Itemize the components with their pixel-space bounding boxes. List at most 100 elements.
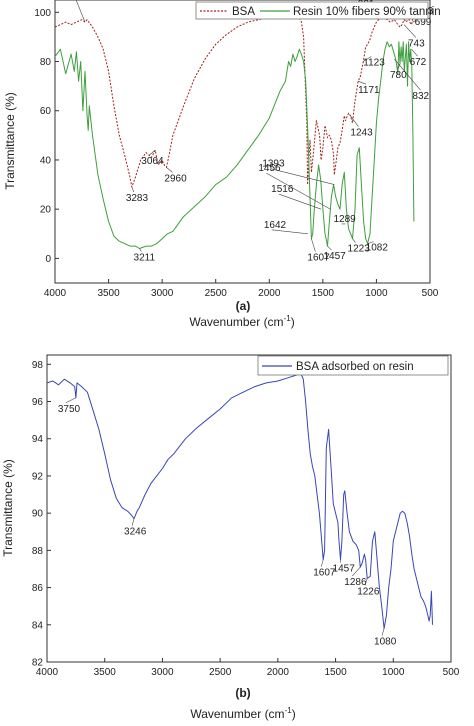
x-tick-label: 3500: [97, 288, 120, 299]
series-line-2: [54, 41, 415, 249]
x-tick-label: 3500: [94, 667, 117, 678]
annotation-leader: [131, 186, 135, 193]
annotation-leader: [320, 559, 324, 567]
annotation-leader: [266, 172, 331, 210]
panel-b-label: (b): [235, 686, 250, 700]
legend-resin-label: Resin 10% fibers 90% tannin: [293, 6, 441, 18]
y-tick-label: 20: [40, 205, 52, 216]
peak-annotation: 3750: [58, 404, 81, 415]
annotation-leader: [311, 238, 316, 252]
annotation-leader: [352, 238, 356, 243]
annotation-leader: [65, 397, 76, 404]
peak-annotation: 1456: [258, 163, 281, 174]
x-tick-label: 4000: [44, 288, 67, 299]
peak-annotation: 3064: [141, 156, 164, 167]
y-tick-label: 80: [40, 57, 52, 68]
annotation-leader: [327, 245, 332, 251]
annotation-leader: [397, 63, 401, 70]
peak-annotation: 3211: [134, 253, 156, 264]
panel-a-label: (a): [236, 299, 251, 313]
y-tick-label: 82: [32, 658, 44, 669]
annotation-leader: [75, 0, 86, 23]
annotation-leader: [411, 49, 418, 57]
panel-b-y-ticks: 82 84 86 88 90 92 94 96 98: [32, 360, 51, 669]
annotation-leader: [149, 149, 156, 156]
legend-bsa-label: BSA: [232, 6, 255, 18]
peak-annotation: 3283: [126, 193, 149, 204]
annotation-leader: [367, 241, 374, 244]
annotation-leader: [279, 193, 322, 210]
panel-a-plot-frame: [54, 0, 431, 284]
panel-b-x-ticks: 4000 3500 3000 2500 2000 1500 1000 500: [36, 658, 460, 678]
x-tick-label: 1500: [312, 288, 335, 299]
x-tick-label: 500: [422, 288, 439, 299]
y-tick-label: 90: [32, 509, 44, 520]
series-line-1: [46, 373, 433, 629]
x-tick-label: 2000: [267, 667, 290, 678]
peak-annotation: 672: [410, 57, 427, 68]
y-tick-label: 96: [32, 397, 44, 408]
panel-a-x-axis-label: Wavenumber (cm-1): [189, 314, 294, 329]
panel-b-legend: BSA adsorbed on resin: [257, 355, 449, 376]
peak-annotation: 1457: [333, 564, 356, 575]
annotation-leader: [139, 248, 142, 252]
y-tick-label: 88: [32, 546, 44, 557]
peak-annotation: 1286: [344, 577, 367, 588]
y-tick-label: 0: [45, 254, 51, 265]
annotation-leader: [364, 578, 368, 586]
panel-b-series: [46, 373, 433, 629]
peak-annotation: 1082: [366, 243, 389, 254]
peak-annotation: 699: [415, 17, 432, 28]
annotation-leader: [358, 80, 367, 85]
x-tick-label: 500: [443, 667, 460, 678]
peak-annotation: 1226: [357, 586, 380, 597]
annotation-leader: [271, 229, 308, 235]
y-tick-label: 84: [32, 620, 44, 631]
annotation-leader: [403, 24, 417, 38]
x-tick-label: 3000: [151, 288, 174, 299]
y-tick-label: 40: [40, 155, 52, 166]
annotation-leader: [363, 56, 372, 62]
annotation-leader: [131, 518, 135, 526]
panel-b-chart: 4000 3500 3000 2500 2000 1500 1000 500 82 84 86 88…: [1, 354, 460, 721]
peak-annotation: 1123: [363, 58, 385, 69]
peak-annotation: 832: [412, 91, 429, 102]
x-tick-label: 2500: [209, 667, 232, 678]
annotation-leader: [381, 628, 385, 636]
panel-a-legend-box: [195, 1, 429, 20]
peak-annotation: 1080: [374, 637, 397, 648]
x-tick-label: 2500: [205, 288, 228, 299]
x-tick-label: 2000: [258, 288, 281, 299]
panel-a-y-ticks: 0 20 40 60 80 100: [34, 8, 59, 265]
peak-annotation: 1607: [307, 253, 330, 264]
legend-bsa-adsorbed-label: BSA adsorbed on resin: [296, 361, 414, 373]
y-tick-label: 92: [32, 471, 44, 482]
panel-a-series: [54, 13, 415, 249]
series-line-1: [54, 13, 415, 188]
y-tick-label: 98: [32, 360, 44, 371]
y-tick-label: 86: [32, 583, 44, 594]
peak-annotation: 1607: [313, 568, 336, 579]
panel-a-annotations: 3750328330642960321114561393151616421457…: [75, 0, 434, 264]
panel-a-legend: BSA Resin 10% fibers 90% tannin: [195, 1, 441, 20]
peak-annotation: 1289: [333, 214, 356, 225]
peak-annotation: 2960: [164, 173, 187, 184]
peak-annotation: 3246: [124, 527, 147, 538]
y-tick-label: 94: [32, 434, 44, 445]
annotation-leader: [270, 168, 335, 185]
x-tick-label: 3000: [151, 667, 174, 678]
panel-a-chart: 4000 3500 3000 2500 2000 1500 1000 500 0 20 40 60 8…: [3, 0, 441, 329]
y-tick-label: 60: [40, 106, 52, 117]
panel-b-x-axis-label: Wavenumber (cm-1): [190, 706, 295, 721]
peak-annotation: 1457: [323, 251, 346, 262]
peak-annotation: 1516: [271, 184, 294, 195]
annotation-leader: [166, 167, 173, 173]
peak-annotation: 1243: [350, 128, 373, 139]
annotation-leader: [350, 115, 359, 127]
peak-annotation: 780: [390, 70, 407, 81]
peak-annotation: 1393: [262, 159, 285, 170]
panel-b-y-axis-label: Transmittance (%): [1, 459, 15, 557]
panel-b-plot-frame: [46, 354, 452, 663]
